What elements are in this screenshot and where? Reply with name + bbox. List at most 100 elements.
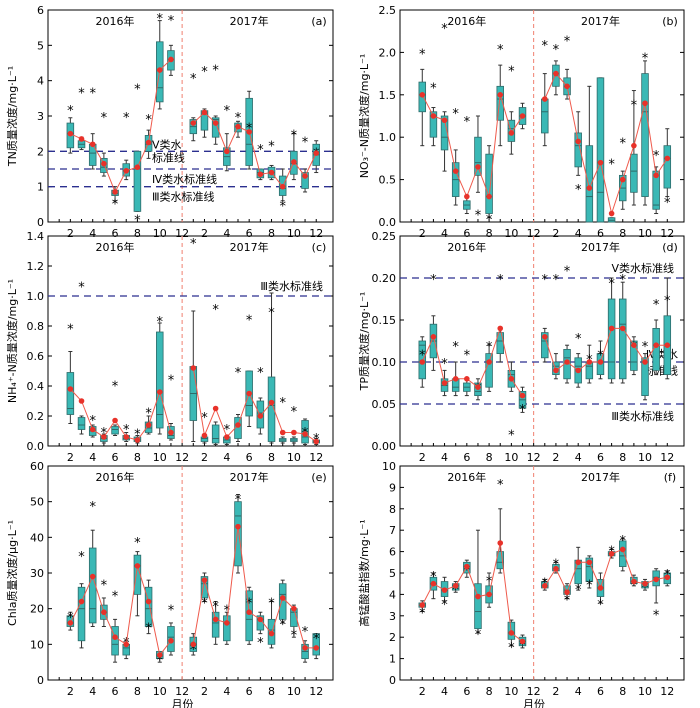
outlier-marker: *: [168, 14, 175, 29]
mean-point: [586, 559, 593, 566]
panel-label: (a): [311, 15, 326, 28]
mean-point: [257, 616, 264, 623]
standard-line-label: Ⅲ类水标准线: [611, 409, 674, 423]
standard-line-label: Ⅴ类水标准线: [611, 261, 674, 275]
mean-point: [575, 138, 581, 145]
outlier-marker: *: [235, 111, 242, 126]
box-month-16: *: [574, 546, 582, 598]
mean-line-2016: [69, 388, 172, 441]
box-month-22: *: [290, 405, 298, 444]
outlier-marker: *: [279, 618, 286, 633]
box-iqr: [485, 153, 493, 214]
box-iqr: [641, 357, 649, 396]
box-iqr: [211, 611, 220, 638]
mean-point: [168, 429, 174, 436]
box-month-20: *: [267, 292, 276, 444]
y-tick-label: 4: [37, 75, 44, 88]
mean-point: [156, 652, 163, 658]
outlier-marker: *: [291, 129, 298, 144]
y-tick-label: 0.10: [372, 356, 397, 369]
box-iqr: [156, 331, 164, 429]
outlier-marker: *: [112, 589, 119, 604]
box-month-23: *: [652, 298, 660, 376]
box-month-13: *: [541, 273, 549, 363]
y-tick-label: 3: [389, 610, 396, 623]
box-month-21: *: [278, 396, 287, 444]
box-month-13: *: [541, 39, 549, 147]
x-tick-label: 4: [223, 227, 230, 240]
x-tick-label: 10: [504, 227, 518, 240]
mean-point: [419, 602, 426, 608]
x-tick-label: 2: [201, 451, 208, 464]
x-tick-label: 12: [527, 685, 541, 698]
outlier-marker: *: [257, 143, 264, 158]
outlier-marker: *: [201, 597, 208, 612]
y-axis-label: NH₄⁺-N质量浓度/mg·L⁻¹: [5, 279, 19, 403]
mean-point: [212, 120, 219, 126]
year-label-2017: 2017年: [230, 470, 269, 484]
x-tick-label: 10: [638, 685, 652, 698]
box-month-22: *: [290, 129, 298, 181]
y-tick-label: 0.25: [372, 230, 397, 243]
box-month-23: *: [301, 625, 309, 663]
outlier-marker: *: [664, 294, 671, 309]
box-month-10: *: [507, 619, 515, 656]
outlier-marker: *: [508, 64, 515, 79]
outlier-marker: *: [246, 122, 253, 137]
box-iqr: [496, 85, 504, 121]
mean-point: [313, 438, 320, 445]
x-tick-label: 4: [89, 227, 96, 240]
mean-point: [608, 325, 615, 332]
y-tick-label: 0.0: [379, 216, 397, 229]
outlier-marker: *: [201, 411, 208, 426]
y-tick-label: 0.6: [27, 350, 45, 363]
mean-point: [452, 583, 459, 589]
outlier-marker: *: [67, 323, 74, 338]
x-tick-label: 10: [504, 685, 518, 698]
mean-point: [508, 130, 515, 136]
outlier-marker: *: [486, 213, 493, 228]
outlier-marker: *: [619, 534, 626, 549]
mean-point: [279, 183, 286, 190]
x-tick-label: 10: [638, 451, 652, 464]
mean-point: [586, 185, 593, 191]
outlier-marker: *: [430, 570, 437, 585]
outlier-marker: *: [201, 65, 208, 80]
y-tick-label: 30: [30, 567, 44, 580]
mean-point: [89, 573, 96, 580]
panel-c: 0.0 0.2 0.4 0.6 0.8 1.0 1.2 1.4 2 4 6 8 10 12 2 4 6 8 10 12…: [5, 230, 334, 464]
box-month-11: *: [167, 604, 175, 656]
x-tick-label: 12: [309, 685, 323, 698]
mean-point: [313, 150, 320, 156]
mean-point: [112, 634, 118, 640]
outlier-marker: *: [664, 196, 671, 211]
y-tick-label: 6: [389, 546, 396, 559]
outlier-marker: *: [653, 149, 660, 164]
x-tick-label: 4: [441, 227, 448, 240]
x-tick-label: 10: [287, 451, 301, 464]
x-axis-label: 月份: [523, 698, 545, 708]
box-month-19: *: [256, 366, 265, 435]
x-tick-label: 4: [89, 685, 96, 698]
x-tick-label: 12: [309, 451, 323, 464]
x-tick-label: 2: [67, 685, 74, 698]
outlier-marker: *: [631, 579, 638, 594]
box-iqr: [200, 576, 209, 599]
box-month-13: *: [189, 72, 198, 142]
y-tick-label: 10: [30, 638, 44, 651]
box-iqr: [619, 540, 627, 567]
mean-point: [441, 587, 448, 593]
mean-point: [664, 342, 671, 349]
outlier-marker: *: [452, 107, 459, 122]
box-month-14: *: [200, 65, 209, 138]
mean-point: [212, 405, 219, 412]
mean-point: [246, 609, 252, 616]
mean-point: [575, 559, 581, 566]
box-month-9: *: [144, 407, 153, 435]
mean-point: [653, 342, 659, 349]
y-tick-label: 1.0: [379, 131, 397, 144]
mean-point: [302, 645, 308, 651]
y-tick-label: 1: [389, 653, 396, 666]
mean-point: [190, 641, 197, 648]
box-month-6: *: [463, 559, 471, 579]
